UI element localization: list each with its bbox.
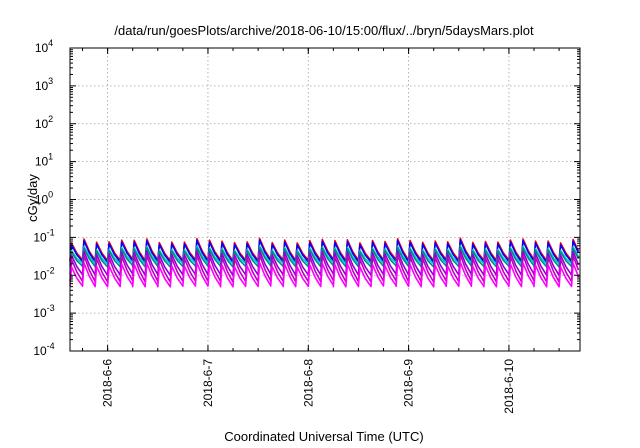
- y-tick-exponent: -3: [47, 303, 55, 313]
- y-tick-base: 10: [33, 268, 47, 282]
- y-tick-base: 10: [33, 344, 47, 358]
- y-tick-label: 102: [35, 114, 53, 131]
- y-tick-label: 10-4: [33, 341, 54, 358]
- y-tick-label: 10-3: [33, 303, 54, 320]
- chart-title: /data/run/goesPlots/archive/2018-06-10/1…: [114, 23, 534, 38]
- series-group: [69, 237, 580, 288]
- y-tick-label: 10-1: [33, 227, 54, 244]
- y-tick-label: 101: [35, 152, 53, 169]
- y-tick-base: 10: [35, 117, 49, 131]
- series-line-6: [69, 261, 580, 288]
- y-tick-base: 10: [35, 41, 49, 55]
- y-tick-base: 10: [33, 230, 47, 244]
- y-tick-label: 104: [35, 38, 53, 55]
- x-axis: 2018-6-6 2018-6-7 2018-6-8 2018-6-9 2018-6-1…: [82, 48, 560, 414]
- x-tick-label: 2018-6-7: [201, 359, 215, 407]
- y-tick-base: 10: [33, 306, 47, 320]
- grid: [70, 48, 580, 351]
- x-tick-label: 2018-6-8: [301, 359, 315, 407]
- y-tick-base: 10: [35, 155, 49, 169]
- y-axis-label: cGy/day: [25, 174, 40, 222]
- x-tick-label: 2018-6-9: [402, 359, 416, 407]
- x-tick-label: 2018-6-10: [502, 359, 516, 414]
- y-tick-exponent: -1: [47, 227, 55, 237]
- x-tick-label: 2018-6-6: [101, 359, 115, 407]
- y-tick-exponent: 3: [48, 76, 53, 86]
- y-tick-label: 103: [35, 76, 53, 93]
- y-tick-base: 10: [35, 79, 49, 93]
- y-tick-exponent: 2: [48, 114, 53, 124]
- y-tick-label: 10-2: [33, 265, 54, 282]
- y-tick-exponent: 0: [48, 190, 53, 200]
- y-tick-label: 100: [35, 190, 53, 207]
- y-tick-exponent: -4: [47, 341, 55, 351]
- y-tick-exponent: 4: [48, 38, 53, 48]
- x-axis-label: Coordinated Universal Time (UTC): [224, 429, 423, 444]
- y-tick-exponent: -2: [47, 265, 55, 275]
- y-tick-exponent: 1: [48, 152, 53, 162]
- y-tick-base: 10: [35, 193, 49, 207]
